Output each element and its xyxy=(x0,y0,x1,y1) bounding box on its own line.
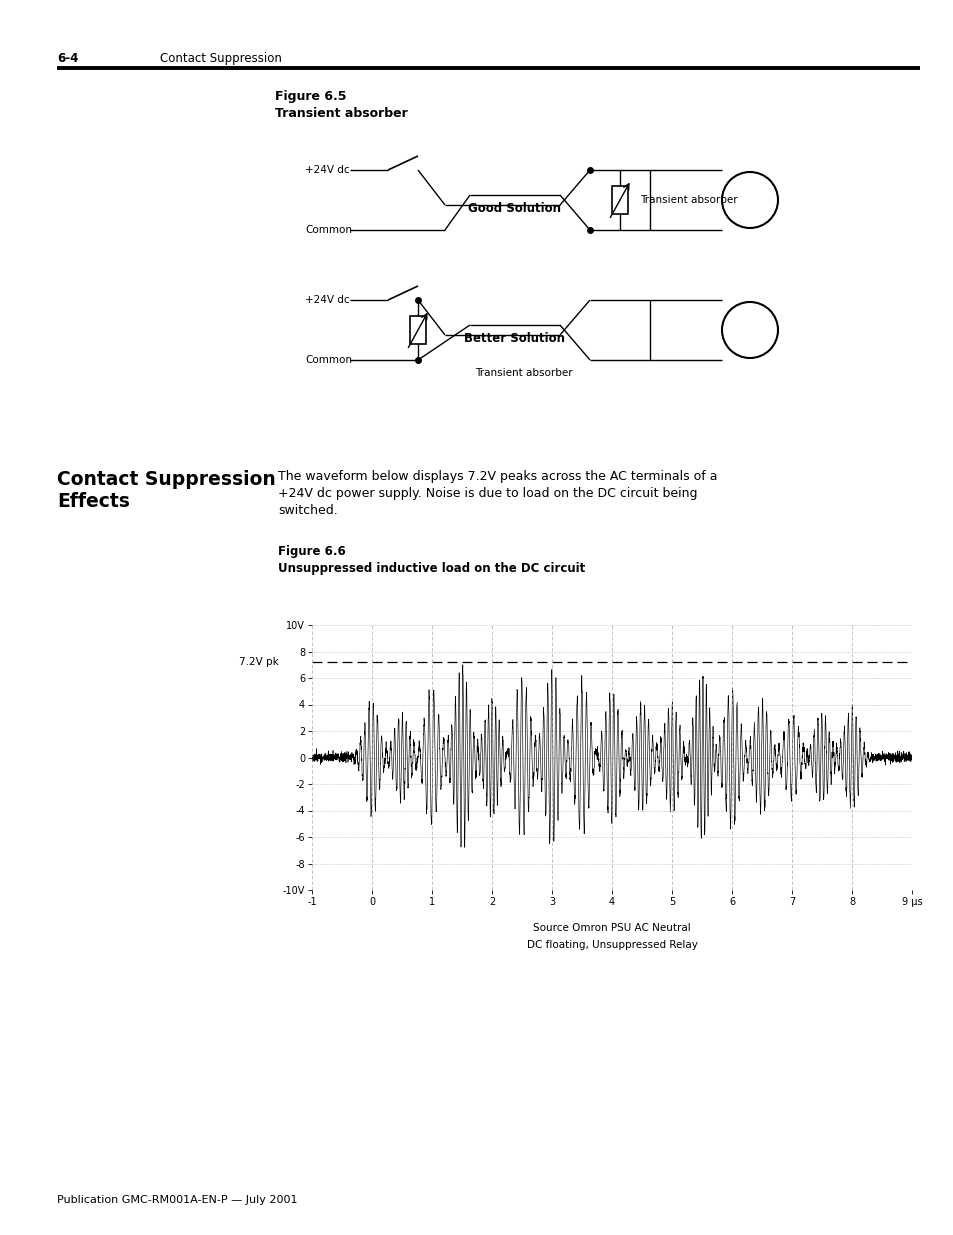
Bar xyxy=(410,316,426,345)
Text: Publication GMC-RM001A-EN-P — July 2001: Publication GMC-RM001A-EN-P — July 2001 xyxy=(57,1195,297,1205)
Bar xyxy=(612,186,627,214)
Text: Transient absorber: Transient absorber xyxy=(475,368,572,378)
Text: Contact Suppression: Contact Suppression xyxy=(160,52,281,65)
Text: Better Solution: Better Solution xyxy=(464,332,565,345)
Text: Figure 6.6: Figure 6.6 xyxy=(277,545,345,558)
Text: 7.2V pk: 7.2V pk xyxy=(239,657,278,667)
Text: The waveform below displays 7.2V peaks across the AC terminals of a: The waveform below displays 7.2V peaks a… xyxy=(277,471,717,483)
Text: +24V dc power supply. Noise is due to load on the DC circuit being: +24V dc power supply. Noise is due to lo… xyxy=(277,487,697,500)
Text: Unsuppressed inductive load on the DC circuit: Unsuppressed inductive load on the DC ci… xyxy=(277,562,584,576)
Text: Effects: Effects xyxy=(57,492,130,511)
Text: Common: Common xyxy=(305,354,352,366)
Text: Transient absorber: Transient absorber xyxy=(274,107,407,120)
Text: Good Solution: Good Solution xyxy=(468,203,561,215)
Text: +24V dc: +24V dc xyxy=(305,165,349,175)
Text: Transient absorber: Transient absorber xyxy=(639,195,737,205)
Text: Source Omron PSU AC Neutral: Source Omron PSU AC Neutral xyxy=(533,923,690,934)
Text: switched.: switched. xyxy=(277,504,337,517)
Text: Contact Suppression: Contact Suppression xyxy=(57,471,275,489)
Text: Figure 6.5: Figure 6.5 xyxy=(274,90,346,103)
Text: +24V dc: +24V dc xyxy=(305,295,349,305)
Text: 6-4: 6-4 xyxy=(57,52,78,65)
Text: Common: Common xyxy=(305,225,352,235)
Text: DC floating, Unsuppressed Relay: DC floating, Unsuppressed Relay xyxy=(526,940,697,951)
